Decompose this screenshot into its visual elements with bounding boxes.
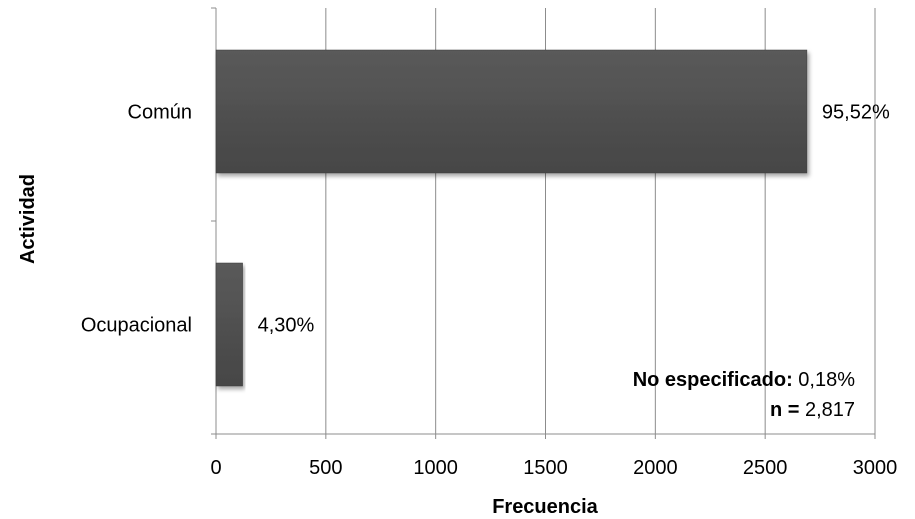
bar [215,49,808,174]
data-label: 4,30% [258,315,315,337]
annotation-not-specified-label: No especificado: [633,369,793,391]
x-tick-label: 500 [309,457,342,479]
x-tick-label: 1000 [413,457,458,479]
x-tick-labels: 0 500 1000 1500 2000 2500 3000 [210,457,897,479]
x-tick-label: 3000 [853,457,898,479]
bar [215,262,243,387]
annotation-sample-size-label: n = [770,399,799,421]
annotation: No especificado: 0,18% n = 2,817 [633,369,856,421]
bars [215,49,808,387]
annotation-not-specified: No especificado: 0,18% [633,369,856,391]
data-labels: 95,52% 4,30% [258,102,890,337]
data-label: 95,52% [822,102,890,124]
x-tick-label: 0 [210,457,221,479]
annotation-sample-size-value: 2,817 [799,399,855,421]
category-label: Común [128,102,192,124]
annotation-not-specified-value: 0,18% [793,369,855,391]
x-tick-label: 2500 [743,457,788,479]
y-axis-title: Actividad [17,174,39,264]
category-labels: Común Ocupacional [81,102,192,337]
x-tick-label: 1500 [523,457,568,479]
category-label: Ocupacional [81,315,192,337]
x-axis-title: Frecuencia [492,496,598,518]
x-tick-label: 2000 [633,457,678,479]
annotation-sample-size: n = 2,817 [770,399,855,421]
